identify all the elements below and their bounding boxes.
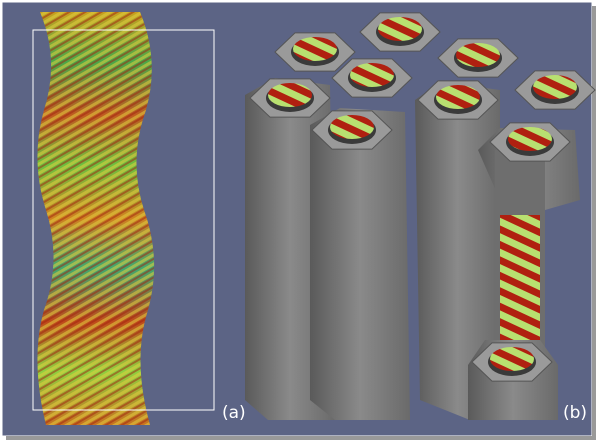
panel-label: (b): [563, 403, 587, 423]
panel-label: (a): [222, 403, 246, 423]
page: (a) (b) (() => { const data = JSON.parse…: [0, 0, 598, 442]
director-field: [293, 37, 337, 61]
shadow: [592, 6, 596, 440]
director-field: [330, 115, 374, 139]
director-field: [268, 83, 312, 107]
shadow: [6, 436, 596, 440]
director-field: [378, 17, 422, 41]
helix-texture: [37, 12, 154, 425]
figure: (a) (b): [0, 0, 598, 442]
prism-body: [310, 108, 410, 420]
director-field: [436, 85, 480, 109]
spiral: [500, 215, 540, 345]
director-field: [508, 127, 552, 151]
director-field: [533, 75, 577, 99]
director-field: [490, 347, 534, 371]
director-field: [456, 43, 500, 67]
director-field: [350, 63, 394, 87]
